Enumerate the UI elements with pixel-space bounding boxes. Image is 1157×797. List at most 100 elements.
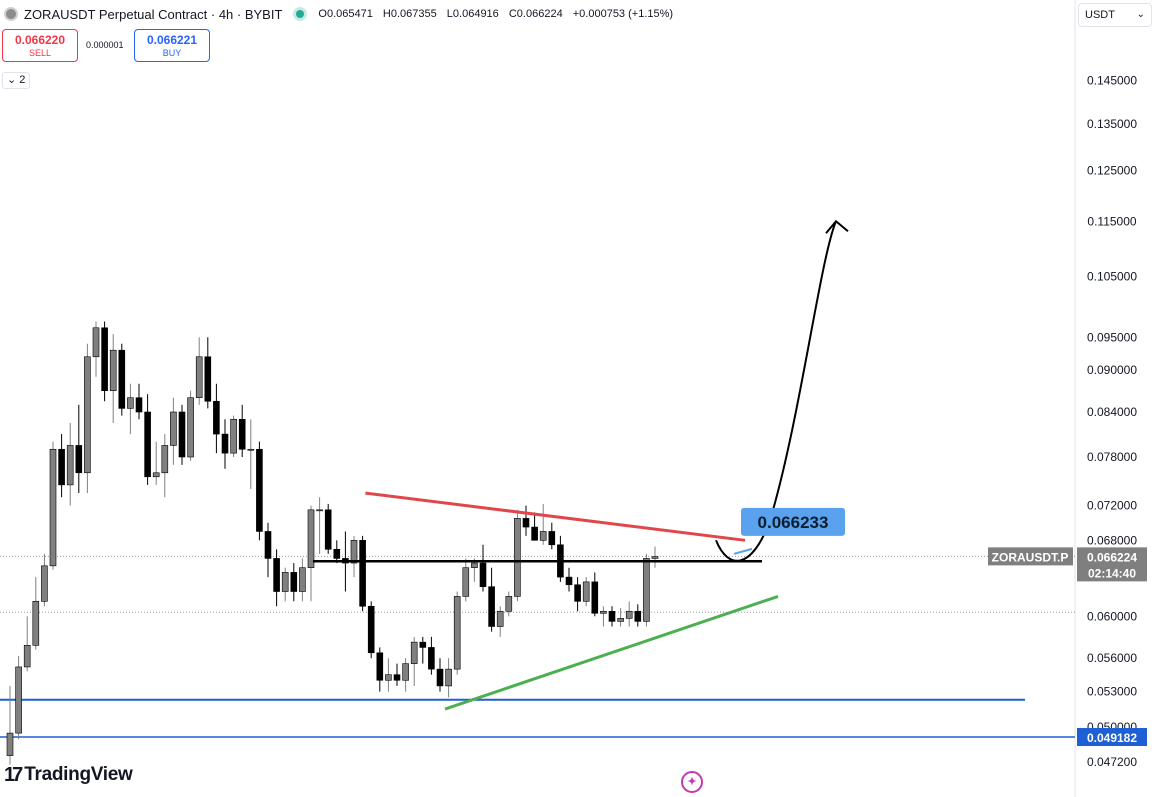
candle-body <box>281 572 289 592</box>
arrow-head-icon <box>825 219 849 234</box>
candle-body <box>505 596 513 612</box>
candle-body <box>204 356 212 402</box>
ohlc-high: H0.067355 <box>382 8 437 20</box>
candle-body <box>170 411 177 446</box>
candle-body <box>522 518 530 528</box>
candle-body <box>127 397 134 409</box>
candle-body <box>144 411 151 478</box>
last-price-badge <box>1077 547 1147 582</box>
candle-body <box>75 445 83 474</box>
candle-body <box>402 663 409 681</box>
candle-body <box>651 556 659 559</box>
candle-body <box>41 565 48 602</box>
y-tick-label: 0.105000 <box>1087 270 1137 284</box>
spark-icon[interactable]: ✦ <box>681 771 703 793</box>
y-tick-label: 0.090000 <box>1087 363 1137 377</box>
candle-body <box>299 567 306 592</box>
brand-name: TradingView <box>24 764 133 785</box>
ohlc-values: O0.065471 H0.067355 L0.064916 C0.066224 … <box>318 8 680 20</box>
candle-body <box>600 610 607 614</box>
indicators-count: 2 <box>19 74 26 86</box>
candle-body <box>428 647 435 670</box>
candle-body <box>58 448 65 486</box>
chevron-down-icon: ⌄ <box>1136 9 1145 20</box>
ohlc-change: +0.000753 (+1.15%) <box>572 8 674 20</box>
tradingview-logo: 17 TradingView <box>4 762 133 788</box>
candle-body <box>256 448 263 532</box>
candle-body <box>376 652 384 681</box>
candle-body <box>109 349 117 391</box>
candle-body <box>101 327 108 391</box>
candle-body <box>23 645 31 668</box>
candle-body <box>152 472 160 478</box>
candle-body <box>643 558 650 622</box>
ohlc-close: C0.066224 <box>508 8 563 20</box>
price-tag-label: 0.066233 <box>758 513 829 532</box>
symbol-title[interactable]: ZORAUSDT Perpetual Contract · 4h · BYBIT <box>24 6 283 22</box>
candle-body <box>479 562 487 587</box>
candle-body <box>135 397 143 413</box>
candle-body <box>161 445 169 474</box>
sell-button[interactable]: 0.066220 SELL <box>2 29 78 62</box>
y-tick-label: 0.047200 <box>1087 755 1137 769</box>
candle-body <box>445 668 452 687</box>
candle-body <box>582 581 590 602</box>
ohlc-open: O0.065471 <box>318 8 373 20</box>
candle-body <box>195 356 203 399</box>
candle-body <box>49 448 57 567</box>
y-tick-label: 0.078000 <box>1087 450 1137 464</box>
candle-body <box>634 610 642 622</box>
candle-body <box>488 586 495 627</box>
candle-body <box>419 641 427 648</box>
candle-body <box>333 549 341 559</box>
candle-body <box>6 732 14 756</box>
candle-body <box>436 668 444 687</box>
y-tick-label: 0.135000 <box>1087 117 1137 131</box>
candle-body <box>410 641 418 664</box>
spread-value: 0.000001 <box>86 40 124 50</box>
support-2-label: 0.049182 <box>1087 731 1137 745</box>
symbol-tag-box <box>988 547 1073 566</box>
support-2-badge <box>1077 728 1147 747</box>
candle-body <box>385 674 392 681</box>
indicators-toggle-button[interactable]: ⌄ 2 <box>2 72 30 89</box>
tradingview-mark-icon: 17 <box>4 763 23 786</box>
candle-body <box>350 540 358 564</box>
candle-body <box>273 558 280 592</box>
candle-body <box>221 433 229 454</box>
candle-body <box>591 581 599 614</box>
chevron-down-icon: ⌄ <box>7 74 17 86</box>
currency-value: USDT <box>1085 9 1115 21</box>
candle-body <box>247 448 255 451</box>
y-tick-label: 0.125000 <box>1087 164 1137 178</box>
candle-body <box>238 418 246 450</box>
candle-body <box>496 610 504 627</box>
candle-body <box>574 584 581 602</box>
candle-body <box>359 540 366 607</box>
candle-body <box>367 605 375 654</box>
candle-body <box>187 397 194 458</box>
candle-body <box>66 445 74 486</box>
candle-body <box>290 572 298 592</box>
candle-body <box>213 400 220 435</box>
candle-body <box>264 531 272 559</box>
ohlc-low: L0.064916 <box>446 8 499 20</box>
candle-body <box>565 576 573 586</box>
candle-body <box>178 411 186 458</box>
currency-select[interactable]: USDT ⌄ <box>1078 3 1152 27</box>
y-tick-label: 0.056000 <box>1087 651 1137 665</box>
y-tick-label: 0.115000 <box>1087 214 1136 228</box>
candle-body <box>608 610 616 622</box>
candle-body <box>462 567 470 597</box>
candle-body <box>453 596 461 670</box>
y-tick-label: 0.068000 <box>1087 533 1137 547</box>
y-tick-label: 0.060000 <box>1087 609 1137 623</box>
buy-label: BUY <box>162 48 182 58</box>
buy-button[interactable]: 0.066221 BUY <box>134 29 210 62</box>
support-trendline <box>444 594 779 711</box>
y-tick-label: 0.145000 <box>1087 74 1137 88</box>
symbol-tag-label: ZORAUSDT.P <box>992 550 1069 564</box>
candle-body <box>531 526 538 541</box>
candle-body <box>32 601 40 646</box>
